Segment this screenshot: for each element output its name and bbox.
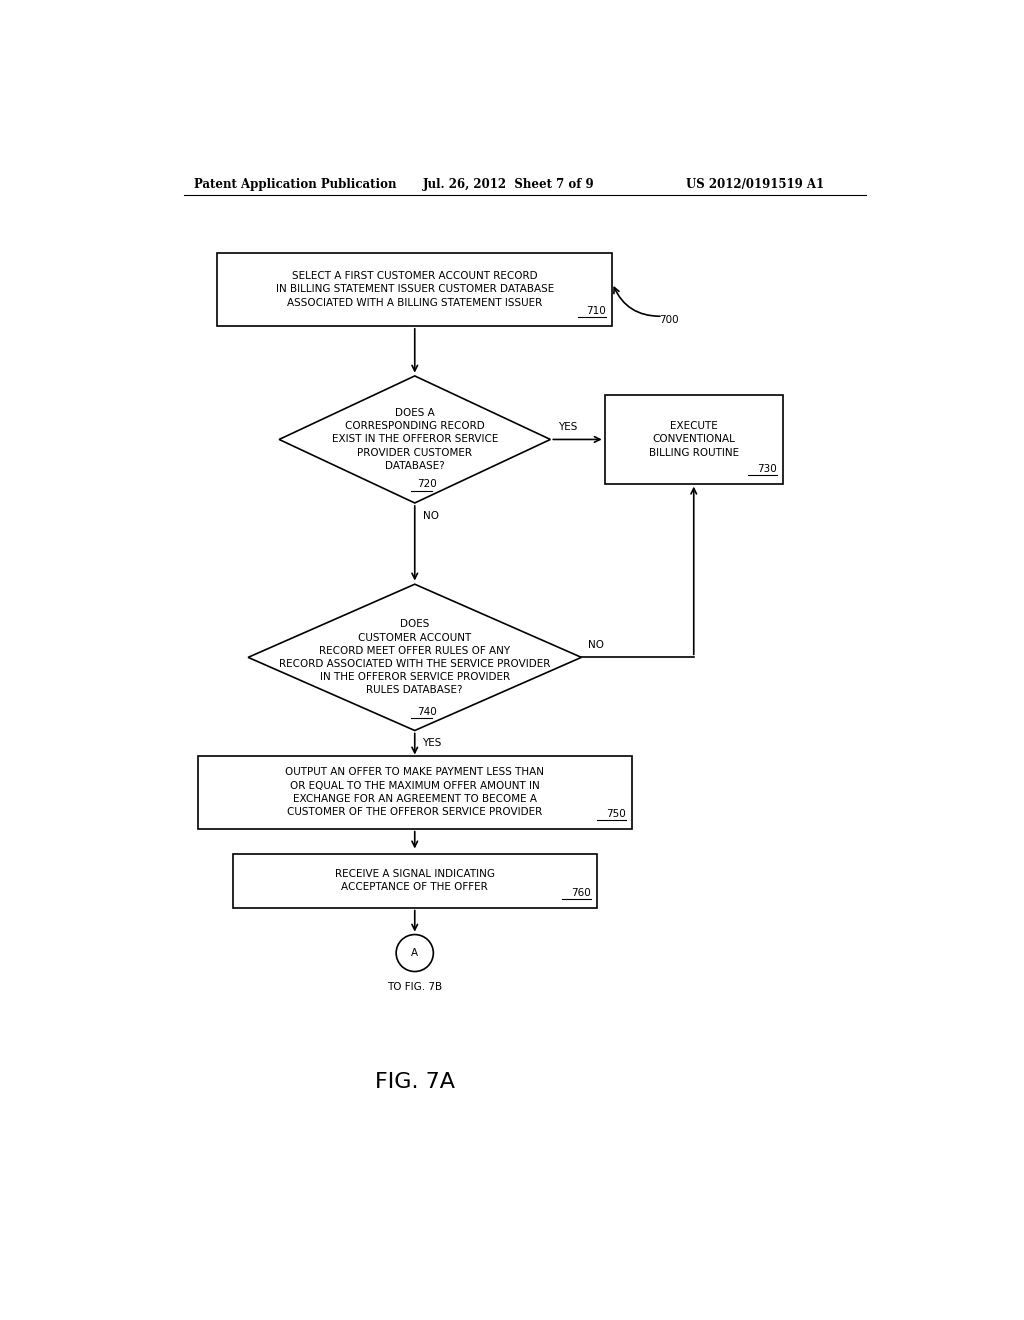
Text: A: A — [412, 948, 419, 958]
Text: EXECUTE
CONVENTIONAL
BILLING ROUTINE: EXECUTE CONVENTIONAL BILLING ROUTINE — [648, 421, 738, 458]
Text: DOES A
CORRESPONDING RECORD
EXIST IN THE OFFEROR SERVICE
PROVIDER CUSTOMER
DATAB: DOES A CORRESPONDING RECORD EXIST IN THE… — [332, 408, 498, 471]
Circle shape — [396, 935, 433, 972]
Text: Jul. 26, 2012  Sheet 7 of 9: Jul. 26, 2012 Sheet 7 of 9 — [423, 178, 594, 190]
Polygon shape — [248, 585, 582, 730]
Text: 700: 700 — [658, 315, 679, 325]
Text: 740: 740 — [417, 706, 436, 717]
Text: US 2012/0191519 A1: US 2012/0191519 A1 — [686, 178, 824, 190]
Polygon shape — [280, 376, 550, 503]
Text: 710: 710 — [587, 306, 606, 315]
Text: SELECT A FIRST CUSTOMER ACCOUNT RECORD
IN BILLING STATEMENT ISSUER CUSTOMER DATA: SELECT A FIRST CUSTOMER ACCOUNT RECORD I… — [275, 271, 554, 308]
Text: YES: YES — [558, 422, 578, 432]
FancyBboxPatch shape — [232, 854, 597, 908]
Text: FIG. 7A: FIG. 7A — [375, 1072, 455, 1093]
Text: 730: 730 — [757, 463, 776, 474]
Text: 760: 760 — [571, 887, 591, 898]
Text: NO: NO — [588, 640, 603, 649]
Text: NO: NO — [423, 511, 438, 520]
Text: OUTPUT AN OFFER TO MAKE PAYMENT LESS THAN
OR EQUAL TO THE MAXIMUM OFFER AMOUNT I: OUTPUT AN OFFER TO MAKE PAYMENT LESS THA… — [286, 767, 544, 817]
Text: TO FIG. 7B: TO FIG. 7B — [387, 982, 442, 993]
Text: Patent Application Publication: Patent Application Publication — [194, 178, 396, 190]
FancyBboxPatch shape — [604, 395, 783, 483]
Text: RECEIVE A SIGNAL INDICATING
ACCEPTANCE OF THE OFFER: RECEIVE A SIGNAL INDICATING ACCEPTANCE O… — [335, 869, 495, 892]
Text: YES: YES — [423, 738, 442, 748]
FancyBboxPatch shape — [217, 252, 612, 326]
FancyBboxPatch shape — [198, 755, 632, 829]
Text: 750: 750 — [606, 809, 626, 818]
Text: DOES
CUSTOMER ACCOUNT
RECORD MEET OFFER RULES OF ANY
RECORD ASSOCIATED WITH THE : DOES CUSTOMER ACCOUNT RECORD MEET OFFER … — [280, 619, 551, 696]
Text: 720: 720 — [417, 479, 436, 490]
